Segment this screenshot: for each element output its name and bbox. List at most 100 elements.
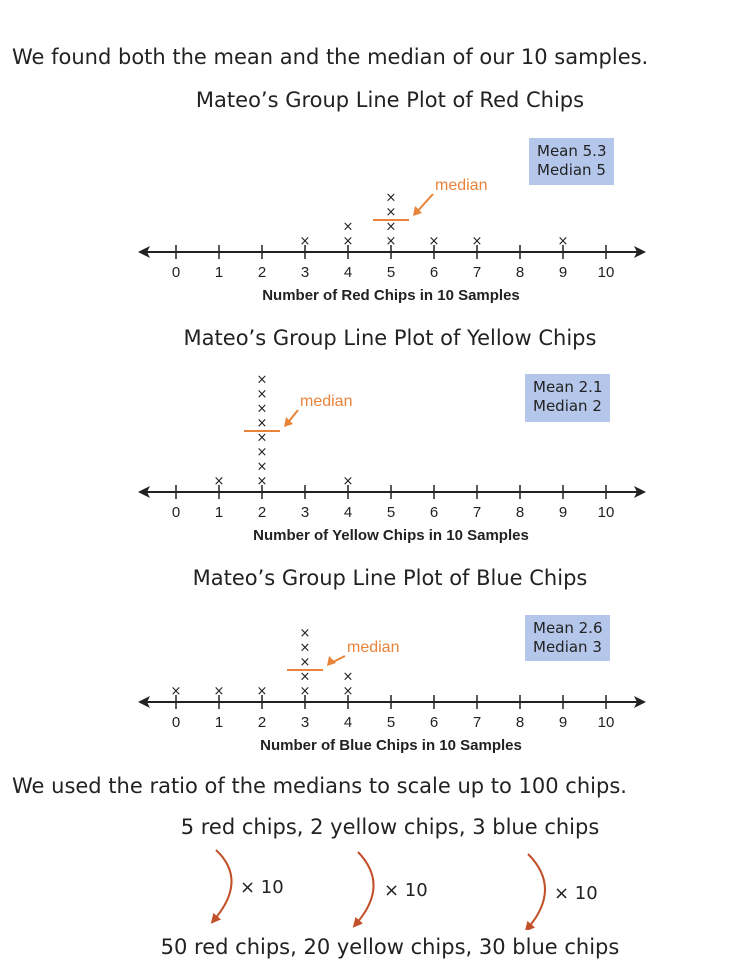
- data-point-mark: ×: [386, 220, 397, 235]
- data-point-mark: ×: [257, 387, 268, 402]
- data-point-mark: ×: [171, 684, 182, 699]
- tick-label-10: 10: [598, 264, 615, 281]
- data-point-mark: ×: [257, 684, 268, 699]
- tick-label-3: 3: [301, 504, 309, 521]
- data-point-mark: ×: [386, 191, 397, 206]
- data-point-mark: ×: [300, 234, 311, 249]
- x-axis-label: Number of Red Chips in 10 Samples: [262, 287, 520, 304]
- scale-to-text: 50 red chips, 20 yellow chips, 30 blue c…: [160, 935, 620, 959]
- line-plot-red: 0 1 2 3 4 5 6 7 8 9 10 Number of Red Chips in 10 Sa…: [138, 177, 646, 304]
- median-label: median: [300, 393, 352, 410]
- median-yellow: Median 2: [533, 397, 602, 415]
- data-point-mark: ×: [257, 373, 268, 388]
- median-label: median: [435, 177, 487, 194]
- data-point-mark: ×: [257, 460, 268, 475]
- tick-label-6: 6: [430, 714, 438, 731]
- tick-label-8: 8: [516, 714, 524, 731]
- data-point-mark: ×: [343, 474, 354, 489]
- data-point-mark: ×: [257, 445, 268, 460]
- data-point-mark: ×: [300, 641, 311, 656]
- tick-label-8: 8: [516, 264, 524, 281]
- tick-label-0: 0: [172, 504, 180, 521]
- x-axis-label: Number of Yellow Chips in 10 Samples: [253, 527, 529, 544]
- data-point-mark: ×: [558, 234, 569, 249]
- multiplier-yellow: × 10: [384, 880, 428, 901]
- axis-left-arrow-icon: [138, 246, 150, 258]
- tick-label-2: 2: [258, 714, 266, 731]
- tick-label-5: 5: [387, 264, 395, 281]
- data-point-mark: ×: [386, 234, 397, 249]
- axis-left-arrow-icon: [138, 696, 150, 708]
- data-point-mark: ×: [257, 431, 268, 446]
- arrow-blue-icon: [524, 853, 546, 930]
- scale-from-text: 5 red chips, 2 yellow chips, 3 blue chip…: [180, 815, 600, 839]
- x-axis-label: Number of Blue Chips in 10 Samples: [260, 737, 522, 754]
- data-point-mark: ×: [343, 220, 354, 235]
- tick-label-9: 9: [559, 714, 567, 731]
- data-point-mark: ×: [343, 234, 354, 249]
- tick-label-6: 6: [430, 264, 438, 281]
- data-point-mark: ×: [257, 416, 268, 431]
- multiplier-blue: × 10: [554, 883, 598, 904]
- tick-label-7: 7: [473, 504, 481, 521]
- data-point-mark: ×: [257, 474, 268, 489]
- axis-right-arrow-icon: [634, 696, 646, 708]
- outro-text: We used the ratio of the medians to scal…: [12, 774, 627, 798]
- tick-label-5: 5: [387, 714, 395, 731]
- axis-right-arrow-icon: [634, 486, 646, 498]
- arrow-red-icon: [210, 849, 233, 924]
- plot-title-red: Mateo’s Group Line Plot of Red Chips: [195, 88, 585, 112]
- intro-text: We found both the mean and the median of…: [12, 45, 649, 69]
- tick-label-7: 7: [473, 264, 481, 281]
- tick-label-9: 9: [559, 264, 567, 281]
- median-arrow-icon: [413, 206, 422, 216]
- multiplier-red: × 10: [240, 877, 284, 898]
- median-blue: Median 3: [533, 638, 602, 656]
- tick-label-3: 3: [301, 264, 309, 281]
- stats-box-red: Mean 5.3 Median 5: [529, 138, 614, 185]
- tick-label-1: 1: [215, 504, 223, 521]
- tick-label-9: 9: [559, 504, 567, 521]
- axis-right-arrow-icon: [634, 246, 646, 258]
- tick-label-10: 10: [598, 504, 615, 521]
- scale-arrows: [210, 849, 546, 930]
- tick-label-7: 7: [473, 714, 481, 731]
- data-point-mark: ×: [300, 684, 311, 699]
- mean-red: Mean 5.3: [537, 142, 607, 160]
- tick-label-3: 3: [301, 714, 309, 731]
- tick-label-2: 2: [258, 264, 266, 281]
- mean-yellow: Mean 2.1: [533, 378, 603, 396]
- axis-left-arrow-icon: [138, 486, 150, 498]
- tick-label-0: 0: [172, 264, 180, 281]
- median-arrow-icon: [327, 656, 336, 666]
- arrow-yellow-icon: [352, 851, 375, 928]
- data-point-mark: ×: [429, 234, 440, 249]
- line-plot-blue: 0 1 2 3 4 5 6 7 8 9 10 Number of Blue Chips in 10 S…: [138, 626, 646, 754]
- median-label: median: [347, 639, 399, 656]
- data-point-mark: ×: [214, 684, 225, 699]
- data-point-mark: ×: [343, 684, 354, 699]
- data-point-mark: ×: [257, 402, 268, 417]
- data-point-mark: ×: [300, 655, 311, 670]
- tick-label-8: 8: [516, 504, 524, 521]
- data-point-mark: ×: [300, 626, 311, 641]
- stats-box-yellow: Mean 2.1 Median 2: [525, 374, 610, 422]
- data-point-mark: ×: [214, 474, 225, 489]
- median-red: Median 5: [537, 161, 606, 179]
- stats-box-blue: Mean 2.6 Median 3: [525, 615, 610, 661]
- tick-label-4: 4: [344, 504, 352, 521]
- tick-label-1: 1: [215, 714, 223, 731]
- tick-label-4: 4: [344, 714, 352, 731]
- tick-label-5: 5: [387, 504, 395, 521]
- tick-label-2: 2: [258, 504, 266, 521]
- median-arrow-icon: [284, 417, 293, 427]
- tick-label-1: 1: [215, 264, 223, 281]
- plot-title-blue: Mateo’s Group Line Plot of Blue Chips: [192, 566, 588, 590]
- data-point-mark: ×: [472, 234, 483, 249]
- tick-label-4: 4: [344, 264, 352, 281]
- data-point-mark: ×: [343, 670, 354, 685]
- tick-label-10: 10: [598, 714, 615, 731]
- data-point-mark: ×: [386, 205, 397, 220]
- mean-blue: Mean 2.6: [533, 619, 603, 637]
- tick-label-0: 0: [172, 714, 180, 731]
